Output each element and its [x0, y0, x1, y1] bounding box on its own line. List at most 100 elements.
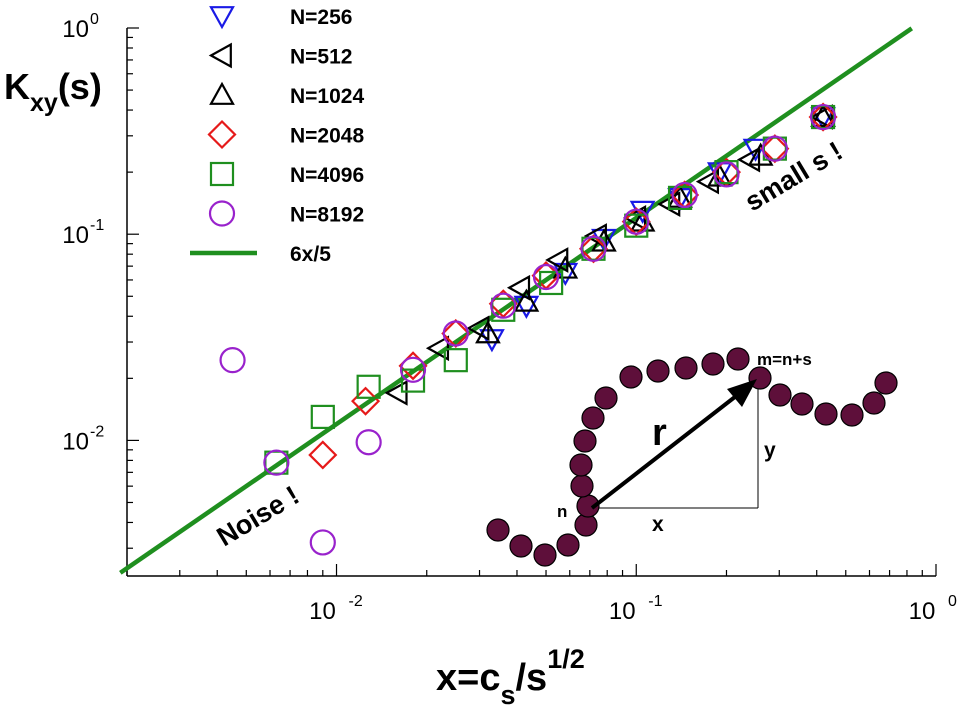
- y-tick-label: 10 -2: [62, 423, 104, 455]
- polymer-bead: [573, 429, 597, 453]
- data-point: [761, 135, 788, 162]
- legend-label: N=4096: [290, 164, 364, 187]
- data-point: [747, 142, 774, 166]
- y-tick-base: 10: [62, 222, 89, 249]
- polymer-bead: [486, 518, 510, 542]
- x-tick-exp: 0: [948, 593, 957, 610]
- legend-label: N=8192: [290, 204, 364, 227]
- annotation-small-s: small s !: [740, 136, 848, 217]
- y-tick-base: 10: [62, 16, 89, 43]
- data-point: [667, 185, 693, 210]
- inset-label-n: n: [557, 502, 567, 521]
- data-point: [671, 181, 698, 209]
- y-tick-exp: -1: [90, 217, 104, 234]
- inset-label-y: y: [764, 439, 776, 462]
- polymer-bead: [674, 356, 698, 380]
- data-point: [309, 529, 336, 556]
- data-point: [263, 449, 290, 476]
- legend-label: N=2048: [290, 125, 364, 148]
- markers-layer: [219, 102, 838, 556]
- polymer-bead: [570, 474, 594, 498]
- y-tick-exp: 0: [90, 11, 99, 28]
- legend-label: N=1024: [290, 85, 364, 108]
- data-point: [400, 368, 426, 393]
- y-tick-base: 10: [62, 428, 89, 455]
- legend-entry-fit: 6x/5: [190, 243, 331, 266]
- legend-entry: N=2048: [207, 119, 364, 150]
- x-tick-exp: -1: [648, 593, 662, 610]
- polymer-bead: [790, 392, 814, 416]
- polymer-bead: [814, 402, 838, 426]
- data-point: [552, 262, 579, 287]
- data-point: [506, 274, 531, 301]
- legend-marker: [209, 81, 235, 105]
- data-point: [355, 429, 382, 456]
- legend-label: N=512: [290, 46, 352, 69]
- legend-entry: N=512: [208, 42, 352, 69]
- annotation-noise: Noise !: [212, 480, 305, 552]
- legend-entry: N=256: [209, 6, 352, 30]
- polymer-bead: [533, 543, 557, 567]
- data-point: [308, 440, 338, 470]
- polymer-bead: [646, 359, 670, 383]
- data-point: [539, 270, 564, 296]
- polymer-bead: [619, 365, 643, 389]
- y-axis-title: Kxy(s): [4, 66, 102, 117]
- inset-r-arrow-shaft: [590, 391, 742, 510]
- legend-marker: [209, 6, 235, 30]
- inset-label-r: r: [652, 412, 667, 454]
- data-point: [443, 348, 468, 373]
- polymer-bead: [556, 533, 580, 557]
- data-point: [310, 404, 335, 430]
- polymer-bead: [509, 534, 533, 558]
- data-point: [384, 380, 408, 406]
- legend-marker: [207, 119, 237, 150]
- inset-label-m: m=n+s: [757, 350, 812, 369]
- x-tick-label: 10 -1: [609, 593, 663, 625]
- y-tick-label: 10 0: [62, 11, 99, 43]
- data-point: [479, 329, 505, 353]
- axes: 10 -2 10 -1 10 010 -210 -110 0: [62, 11, 957, 625]
- x-axis-title: x=cs/s1/2: [436, 644, 585, 710]
- x-tick-label: 10 0: [909, 593, 957, 625]
- legend-entry: N=4096: [209, 161, 364, 187]
- polymer-bead: [569, 453, 593, 477]
- data-point: [623, 208, 650, 235]
- data-point: [490, 292, 517, 319]
- legend-marker: [208, 42, 232, 69]
- polymer-bead: [594, 386, 618, 410]
- fit-line-layer: [119, 26, 914, 575]
- fit-line-6x5: [119, 26, 914, 575]
- data-point: [711, 157, 742, 187]
- data-point: [475, 320, 501, 344]
- legend-label: N=256: [290, 6, 352, 29]
- series-n-8192: [219, 103, 837, 556]
- data-point: [580, 235, 607, 262]
- legend-entry: N=1024: [209, 81, 364, 108]
- data-point: [442, 320, 469, 347]
- y-tick-label: 10 -1: [62, 217, 104, 249]
- data-point: [399, 356, 427, 383]
- y-tick-exp: -2: [90, 423, 104, 440]
- x-tick-label: 10 -2: [309, 593, 363, 625]
- data-point: [713, 161, 740, 188]
- series-n-256: [479, 107, 836, 353]
- inset-label-x: x: [652, 513, 664, 536]
- polymer-inset: r x y n m=n+s: [486, 347, 898, 567]
- polymer-bead: [768, 383, 792, 407]
- legend: N=256 N=512 N=1024 N=2048 N=4096 N=8192 6x/5: [190, 6, 364, 266]
- data-point: [356, 374, 381, 399]
- data-point: [552, 255, 579, 279]
- series-n-4096: [264, 104, 836, 475]
- data-point: [513, 288, 540, 312]
- data-point: [742, 138, 769, 162]
- legend-entry: N=8192: [208, 200, 364, 227]
- legend-marker: [208, 200, 236, 227]
- polymer-bead: [726, 347, 750, 371]
- polymer-bead: [581, 406, 605, 430]
- legend-marker: [209, 161, 235, 187]
- x-tick-base: 10: [909, 598, 936, 625]
- data-point: [809, 104, 833, 130]
- data-point: [532, 263, 560, 291]
